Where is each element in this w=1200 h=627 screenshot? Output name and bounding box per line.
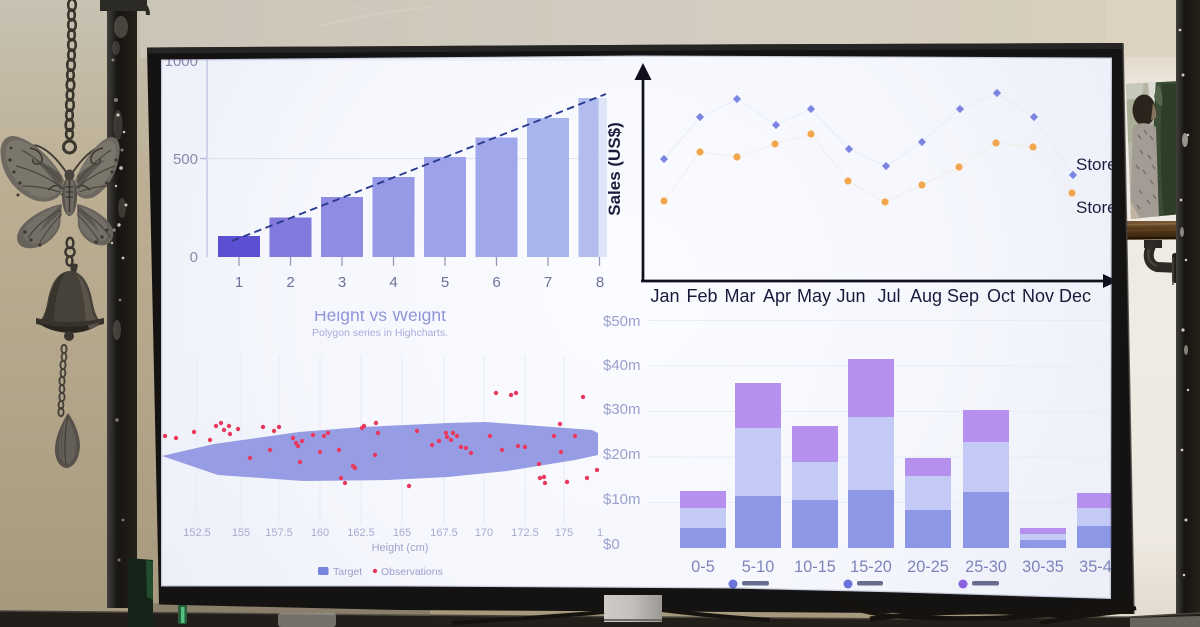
svg-text:Apr: Apr (763, 286, 791, 306)
svg-text:Nov: Nov (1022, 286, 1054, 306)
svg-text:35-40: 35-40 (1079, 558, 1121, 576)
svg-text:1: 1 (235, 274, 243, 291)
svg-text:Sep: Sep (947, 286, 979, 306)
svg-text:25-30: 25-30 (965, 558, 1007, 576)
svg-text:Target: Target (333, 566, 362, 578)
svg-text:$50m: $50m (603, 313, 641, 330)
svg-text:Polygon series in Highcharts.: Polygon series in Highcharts. (312, 327, 448, 339)
svg-text:Store: Store (1076, 155, 1117, 174)
svg-text:162.5: 162.5 (347, 527, 375, 539)
svg-text:Oct: Oct (987, 286, 1015, 306)
svg-text:20-25: 20-25 (907, 558, 949, 576)
svg-text:155: 155 (232, 527, 250, 539)
svg-text:165: 165 (393, 527, 411, 539)
svg-text:157.5: 157.5 (265, 527, 293, 539)
svg-text:175: 175 (555, 527, 573, 539)
svg-text:7: 7 (544, 274, 552, 291)
svg-text:Jan: Jan (650, 286, 679, 306)
svg-text:Feb: Feb (686, 286, 717, 306)
svg-text:Height (cm): Height (cm) (372, 542, 429, 554)
svg-text:8: 8 (596, 274, 604, 291)
svg-text:Mar: Mar (725, 286, 756, 306)
svg-text:152.5: 152.5 (183, 527, 211, 539)
svg-text:15-20: 15-20 (850, 558, 892, 576)
svg-text:Dec: Dec (1059, 286, 1091, 306)
svg-text:172.5: 172.5 (511, 527, 539, 539)
svg-text:1: 1 (597, 527, 603, 539)
svg-text:Store: Store (1076, 198, 1117, 217)
svg-text:160: 160 (311, 527, 329, 539)
svg-text:Aug: Aug (910, 286, 942, 306)
svg-text:4: 4 (389, 274, 397, 291)
svg-text:0-5: 0-5 (691, 558, 715, 576)
svg-text:170: 170 (475, 527, 493, 539)
svg-text:May: May (797, 286, 831, 306)
svg-text:Jun: Jun (836, 286, 865, 306)
svg-text:$10m: $10m (603, 491, 641, 508)
svg-text:$40m: $40m (603, 357, 641, 374)
svg-text:$30m: $30m (603, 401, 641, 418)
svg-text:167.5: 167.5 (430, 527, 458, 539)
svg-text:2: 2 (286, 274, 294, 291)
svg-text:5-10: 5-10 (742, 558, 775, 576)
svg-text:0: 0 (190, 249, 198, 266)
svg-text:30-35: 30-35 (1022, 558, 1064, 576)
svg-text:$0: $0 (603, 536, 620, 553)
svg-text:$20m: $20m (603, 446, 641, 463)
svg-text:10-15: 10-15 (794, 558, 836, 576)
svg-text:500: 500 (173, 151, 198, 168)
svg-text:Observations: Observations (381, 566, 443, 578)
svg-text:3: 3 (338, 274, 346, 291)
svg-text:6: 6 (492, 274, 500, 291)
svg-text:Sales (US$): Sales (US$) (605, 122, 624, 216)
svg-text:Jul: Jul (877, 286, 900, 306)
svg-text:5: 5 (441, 274, 449, 291)
